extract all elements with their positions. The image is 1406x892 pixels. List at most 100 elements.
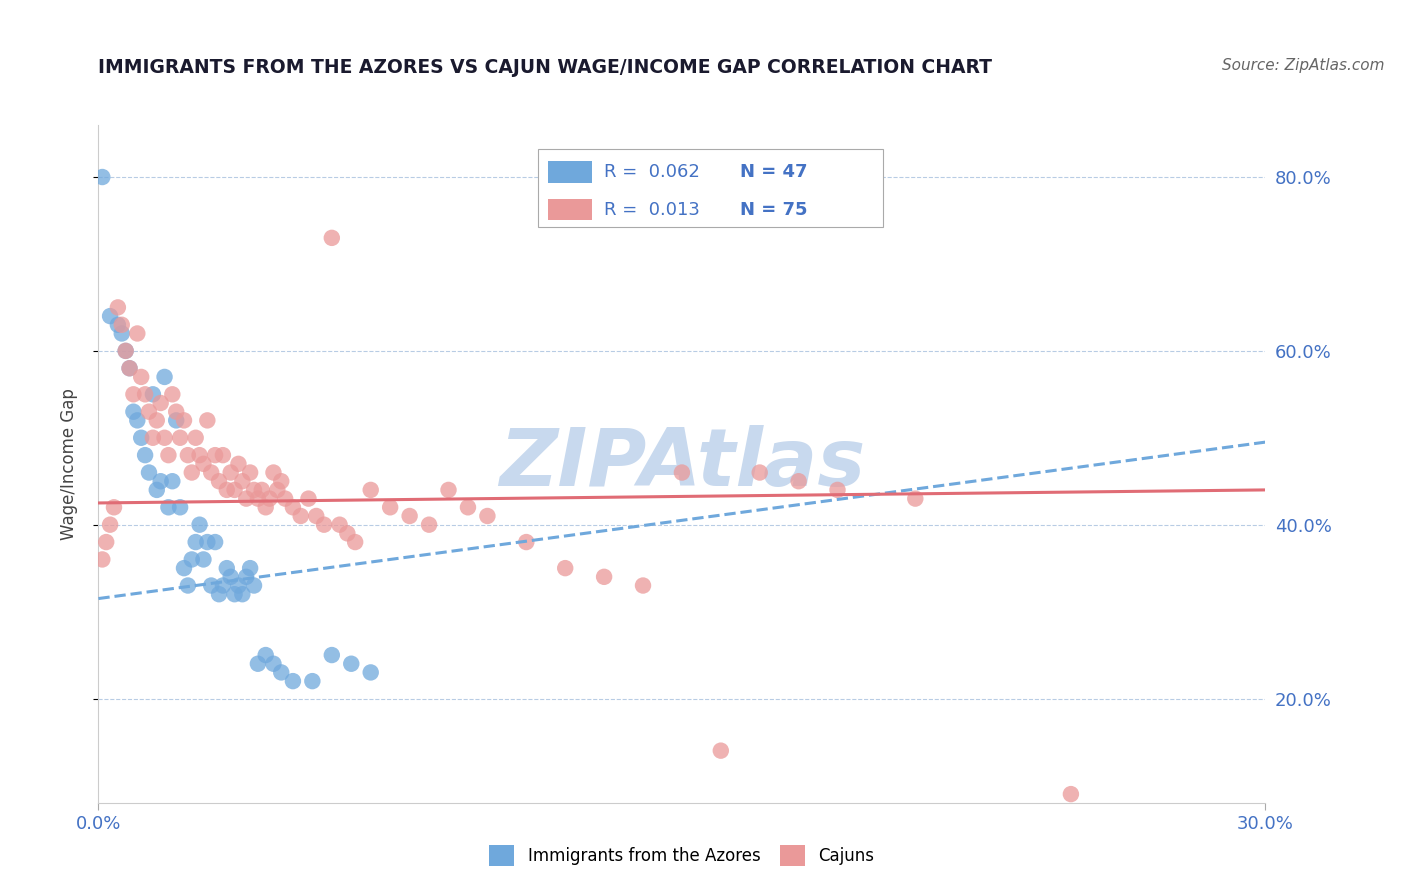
Point [188, 517, 211, 532]
Point [127, 326, 149, 341]
Point [162, 387, 184, 401]
Legend: Immigrants from the Azores, Cajuns: Immigrants from the Azores, Cajuns [482, 838, 882, 872]
Point [274, 491, 297, 506]
Point [243, 483, 266, 497]
Point [231, 587, 253, 601]
Point [336, 526, 359, 541]
Point [91, 552, 114, 566]
Point [398, 508, 420, 523]
Point [228, 578, 250, 592]
Point [180, 552, 202, 566]
Point [91, 169, 114, 184]
Point [243, 578, 266, 592]
Point [360, 665, 382, 680]
Point [281, 674, 304, 689]
Point [193, 457, 215, 471]
Point [114, 343, 136, 358]
Point [235, 570, 257, 584]
Point [195, 535, 218, 549]
Point [208, 587, 231, 601]
Point [157, 448, 180, 462]
Point [195, 413, 218, 427]
Point [239, 561, 262, 575]
Point [593, 570, 616, 584]
Point [149, 396, 172, 410]
Point [208, 474, 231, 488]
Point [827, 483, 849, 497]
Point [340, 657, 363, 671]
Text: Source: ZipAtlas.com: Source: ZipAtlas.com [1222, 58, 1385, 73]
Point [554, 561, 576, 575]
Point [98, 309, 121, 323]
Point [138, 405, 160, 419]
Point [246, 657, 269, 671]
Point [219, 570, 242, 584]
Point [215, 483, 238, 497]
Point [204, 448, 226, 462]
Point [103, 500, 125, 515]
Point [162, 474, 184, 488]
Point [204, 535, 226, 549]
Point [246, 491, 269, 506]
Point [262, 657, 284, 671]
Point [111, 318, 134, 332]
Point [418, 517, 440, 532]
Point [180, 466, 202, 480]
Point [146, 413, 169, 427]
Point [188, 448, 211, 462]
Point [134, 387, 156, 401]
Point [266, 483, 288, 497]
Point [146, 483, 169, 497]
Point [344, 535, 367, 549]
Point [165, 413, 187, 427]
Point [114, 343, 136, 358]
FancyBboxPatch shape [548, 199, 592, 220]
Point [122, 405, 145, 419]
Point [177, 448, 200, 462]
Point [173, 413, 195, 427]
Point [98, 517, 121, 532]
Point [290, 508, 312, 523]
Point [173, 561, 195, 575]
FancyBboxPatch shape [538, 149, 883, 227]
Point [748, 466, 770, 480]
Point [118, 361, 141, 376]
Y-axis label: Wage/Income Gap: Wage/Income Gap [59, 388, 77, 540]
Text: R =  0.062: R = 0.062 [603, 163, 700, 181]
Point [127, 413, 149, 427]
Point [184, 431, 207, 445]
Point [184, 535, 207, 549]
Point [153, 431, 176, 445]
Point [235, 491, 257, 506]
Point [153, 370, 176, 384]
Point [1060, 787, 1083, 801]
Point [270, 474, 292, 488]
FancyBboxPatch shape [548, 161, 592, 183]
Point [312, 517, 335, 532]
Point [129, 370, 152, 384]
Point [787, 474, 810, 488]
Text: N = 47: N = 47 [741, 163, 808, 181]
Point [177, 578, 200, 592]
Point [904, 491, 927, 506]
Point [138, 466, 160, 480]
Text: IMMIGRANTS FROM THE AZORES VS CAJUN WAGE/INCOME GAP CORRELATION CHART: IMMIGRANTS FROM THE AZORES VS CAJUN WAGE… [98, 58, 993, 77]
Point [212, 578, 235, 592]
Text: R =  0.013: R = 0.013 [603, 201, 700, 219]
Point [224, 587, 246, 601]
Point [270, 665, 292, 680]
Point [477, 508, 499, 523]
Point [254, 500, 277, 515]
Point [437, 483, 460, 497]
Point [149, 474, 172, 488]
Point [305, 508, 328, 523]
Point [297, 491, 319, 506]
Point [157, 500, 180, 515]
Point [231, 474, 253, 488]
Point [710, 744, 733, 758]
Point [360, 483, 382, 497]
Point [107, 318, 129, 332]
Point [281, 500, 304, 515]
Point [254, 648, 277, 662]
Point [671, 466, 693, 480]
